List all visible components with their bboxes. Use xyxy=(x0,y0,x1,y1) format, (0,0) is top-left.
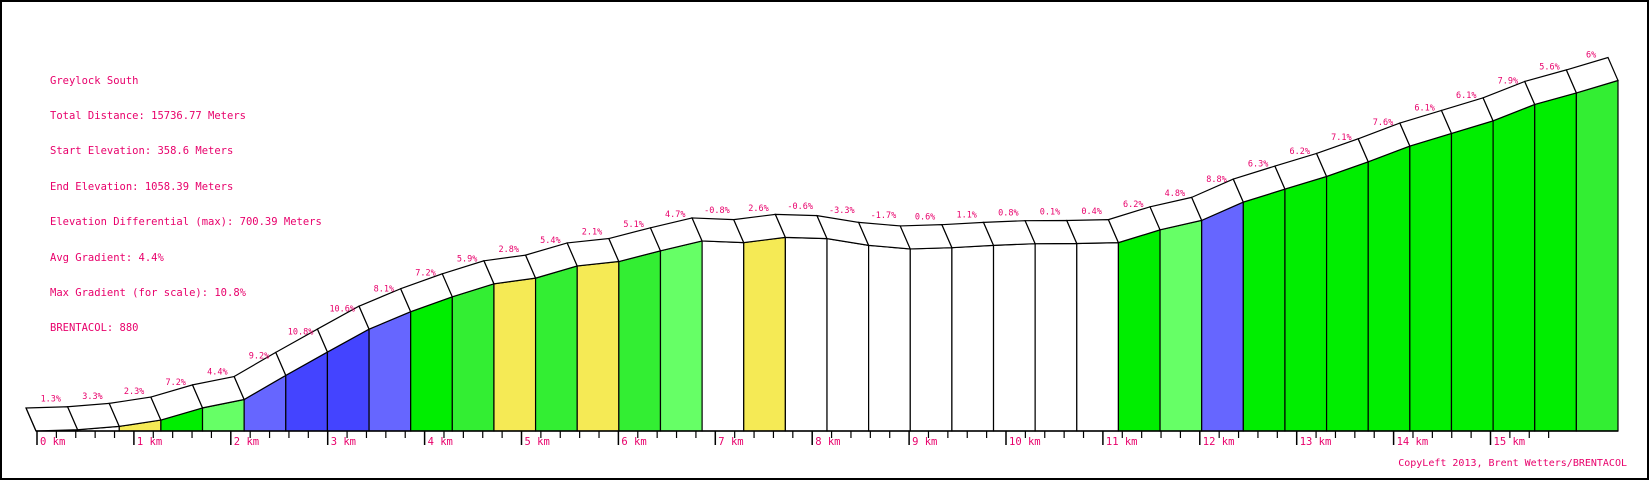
gradient-label: 7.1% xyxy=(1331,133,1351,143)
gradient-label: 4.4% xyxy=(207,368,227,378)
avg-gradient: Avg Gradient: 4.4% xyxy=(50,251,164,264)
copyleft-footer: CopyLeft 2013, Brent Wetters/BRENTACOL xyxy=(1398,458,1627,469)
x-axis-tick-label: 11 km xyxy=(1106,436,1138,448)
gradient-segment-bar xyxy=(1034,242,1078,432)
x-axis-tick-label: 6 km xyxy=(621,436,646,448)
gradient-segment-bar xyxy=(868,244,911,432)
gradient-label: 5.6% xyxy=(1539,63,1559,73)
gradient-label: 6% xyxy=(1586,51,1596,61)
gradient-label: 7.2% xyxy=(415,268,435,278)
x-axis-tick-label: 7 km xyxy=(718,436,743,448)
gradient-label: 1.1% xyxy=(956,211,976,221)
gradient-segment-bar xyxy=(368,310,412,432)
gradient-label: 6.1% xyxy=(1414,104,1434,114)
brentacol-score: BRENTACOL: 880 xyxy=(50,322,139,335)
gradient-segment-bar xyxy=(576,260,620,432)
gradient-segment-bar xyxy=(1242,188,1286,432)
gradient-segment-bar xyxy=(1409,132,1453,432)
x-axis-tick-label: 0 km xyxy=(40,436,65,448)
gradient-label: 0.4% xyxy=(1081,207,1101,217)
route-name: Greylock South xyxy=(50,74,139,87)
gradient-label: 6.2% xyxy=(1290,147,1310,157)
gradient-label: 7.9% xyxy=(1498,77,1518,87)
gradient-segment-bar xyxy=(659,240,703,432)
gradient-segment-bar xyxy=(534,265,578,432)
gradient-segment-bar xyxy=(1325,160,1369,432)
gradient-segment-bar xyxy=(1284,175,1328,432)
elevation-differential: Elevation Differential (max): 700.39 Met… xyxy=(50,216,322,229)
gradient-segment-bar xyxy=(1117,229,1161,432)
gradient-segment-bar xyxy=(951,244,995,432)
gradient-segment-bar xyxy=(992,243,1036,432)
end-elevation: End Elevation: 1058.39 Meters xyxy=(50,180,234,193)
gradient-segment-bar xyxy=(1492,103,1536,432)
x-axis-tick-label: 15 km xyxy=(1494,436,1526,448)
gradient-label: 4.8% xyxy=(1165,189,1185,199)
gradient-label: 6.2% xyxy=(1123,200,1143,210)
gradient-segment-bar xyxy=(451,282,495,432)
x-axis-tick-label: 9 km xyxy=(912,436,937,448)
gradient-label: 10.8% xyxy=(288,328,314,338)
gradient-label: 0.8% xyxy=(998,209,1018,219)
total-distance: Total Distance: 15736.77 Meters xyxy=(50,109,246,122)
gradient-label: 6.3% xyxy=(1248,160,1268,170)
gradient-segment-bar xyxy=(1534,92,1577,432)
gradient-segment-bar xyxy=(784,236,828,432)
gradient-segment-bar xyxy=(743,236,786,432)
x-axis-tick-label: 10 km xyxy=(1009,436,1041,448)
gradient-label: 2.1% xyxy=(582,228,602,238)
gradient-label: 5.1% xyxy=(623,220,643,230)
gradient-label: -0.8% xyxy=(704,206,730,216)
gradient-label: 8.8% xyxy=(1206,175,1226,185)
gradient-label: 2.3% xyxy=(124,387,144,397)
x-axis-tick-label: 2 km xyxy=(234,436,259,448)
gradient-segment-bar xyxy=(701,240,745,432)
gradient-label: 6.1% xyxy=(1456,91,1476,101)
gradient-label: -3.3% xyxy=(829,206,855,216)
gradient-label: -0.6% xyxy=(787,202,813,212)
max-gradient: Max Gradient (for scale): 10.8% xyxy=(50,286,246,299)
x-axis-tick-label: 4 km xyxy=(428,436,453,448)
x-axis-tick-label: 13 km xyxy=(1300,436,1332,448)
x-axis-tick-label: 1 km xyxy=(137,436,162,448)
gradient-label: 3.3% xyxy=(82,392,102,402)
gradient-segment-bar xyxy=(1367,145,1411,432)
x-axis-tick-label: 3 km xyxy=(331,436,356,448)
gradient-label: 5.4% xyxy=(540,236,560,246)
route-info-block: Greylock South Total Distance: 15736.77 … xyxy=(50,52,322,359)
gradient-label: 4.7% xyxy=(665,210,685,220)
gradient-segment-bar xyxy=(1076,242,1120,432)
gradient-label: 0.6% xyxy=(915,212,935,222)
gradient-label: 0.1% xyxy=(1040,208,1060,218)
x-axis-tick-label: 8 km xyxy=(815,436,840,448)
x-axis-tick-label: 12 km xyxy=(1203,436,1235,448)
gradient-segment-bar xyxy=(618,250,662,432)
gradient-segment-bar xyxy=(1575,79,1619,432)
gradient-label: -1.7% xyxy=(871,211,897,221)
profile-left-edge xyxy=(25,407,37,432)
gradient-segment-bar xyxy=(909,247,953,432)
gradient-label: 7.6% xyxy=(1373,118,1393,128)
x-axis-tick-label: 5 km xyxy=(525,436,550,448)
gradient-segment-bar xyxy=(493,277,537,432)
gradient-segment-bar xyxy=(410,295,453,432)
start-elevation: Start Elevation: 358.6 Meters xyxy=(50,145,234,158)
gradient-label: 8.1% xyxy=(374,284,394,294)
gradient-segment-bar xyxy=(1201,201,1244,432)
gradient-label: 2.8% xyxy=(499,245,519,255)
gradient-label: 5.9% xyxy=(457,254,477,264)
x-axis-tick-label: 14 km xyxy=(1397,436,1429,448)
gradient-label: 2.6% xyxy=(748,204,768,214)
gradient-segment-top-face xyxy=(1565,56,1619,94)
gradient-segment-bar xyxy=(1450,120,1494,432)
gradient-label: 1.3% xyxy=(41,394,61,404)
gradient-segment-bar xyxy=(826,237,870,432)
gradient-segment-bar xyxy=(1159,219,1203,432)
gradient-label: 7.2% xyxy=(165,378,185,388)
gradient-label: 10.6% xyxy=(329,305,355,315)
gradient-label: 9.2% xyxy=(249,351,269,361)
